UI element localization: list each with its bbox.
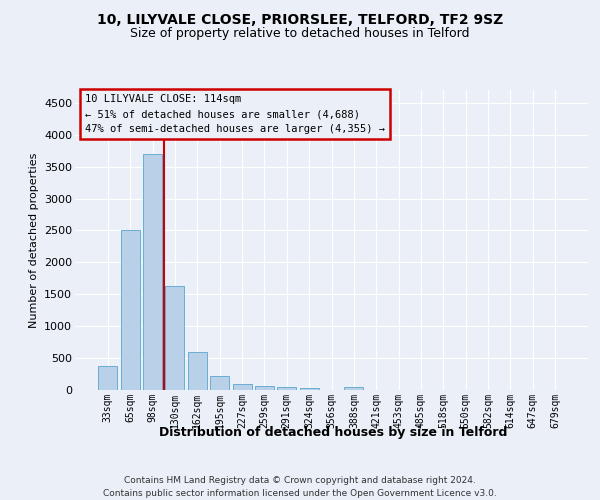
Bar — [277, 388, 296, 390]
Bar — [299, 388, 319, 390]
Text: 10, LILYVALE CLOSE, PRIORSLEE, TELFORD, TF2 9SZ: 10, LILYVALE CLOSE, PRIORSLEE, TELFORD, … — [97, 12, 503, 26]
Bar — [98, 366, 118, 390]
Text: 10 LILYVALE CLOSE: 114sqm
← 51% of detached houses are smaller (4,688)
47% of se: 10 LILYVALE CLOSE: 114sqm ← 51% of detac… — [85, 94, 385, 134]
Bar — [233, 384, 251, 390]
Bar — [166, 286, 184, 390]
Bar — [188, 352, 207, 390]
Bar — [210, 376, 229, 390]
Text: Contains HM Land Registry data © Crown copyright and database right 2024.
Contai: Contains HM Land Registry data © Crown c… — [103, 476, 497, 498]
Bar — [143, 154, 162, 390]
Bar — [255, 386, 274, 390]
Text: Distribution of detached houses by size in Telford: Distribution of detached houses by size … — [159, 426, 507, 439]
Bar — [121, 230, 140, 390]
Bar — [344, 387, 364, 390]
Y-axis label: Number of detached properties: Number of detached properties — [29, 152, 38, 328]
Text: Size of property relative to detached houses in Telford: Size of property relative to detached ho… — [130, 28, 470, 40]
